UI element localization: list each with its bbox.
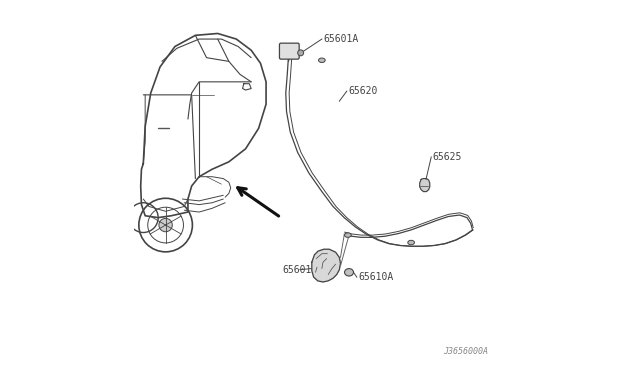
Text: 65625: 65625 [433, 152, 461, 162]
Polygon shape [420, 179, 429, 192]
Text: 65601A: 65601A [323, 34, 358, 44]
FancyBboxPatch shape [280, 43, 299, 59]
Circle shape [298, 50, 303, 56]
Ellipse shape [344, 269, 353, 276]
Circle shape [159, 218, 172, 232]
Ellipse shape [408, 240, 415, 245]
Ellipse shape [344, 233, 351, 237]
Text: 65620: 65620 [348, 86, 377, 96]
Polygon shape [312, 249, 340, 282]
Text: 65610A: 65610A [358, 272, 393, 282]
Ellipse shape [319, 58, 325, 62]
Text: 65601: 65601 [282, 265, 312, 275]
Text: J3656000A: J3656000A [444, 347, 488, 356]
